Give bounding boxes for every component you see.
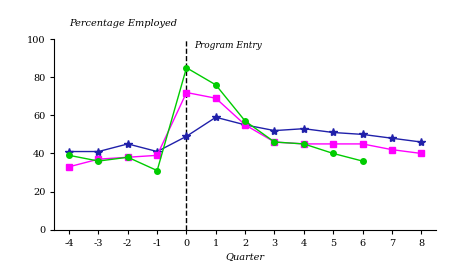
RSC Sample [184, 135, 189, 138]
Line: TWC-Early Sample: TWC-Early Sample [66, 90, 424, 170]
TWC-Late Sample [331, 152, 336, 155]
TWC-Early Sample [154, 154, 160, 157]
Line: TWC-Late Sample: TWC-Late Sample [66, 65, 365, 173]
TWC-Late Sample [154, 169, 160, 172]
RSC Sample [154, 150, 160, 153]
TWC-Late Sample [125, 156, 131, 159]
TWC-Early Sample [184, 91, 189, 94]
RSC Sample [360, 133, 365, 136]
TWC-Early Sample [96, 157, 101, 161]
RSC Sample [419, 140, 424, 144]
TWC-Late Sample [360, 159, 365, 163]
TWC-Early Sample [272, 140, 277, 144]
TWC-Late Sample [301, 142, 306, 146]
Text: Percentage Employed: Percentage Employed [69, 19, 177, 28]
RSC Sample [213, 116, 218, 119]
RSC Sample [242, 123, 248, 127]
RSC Sample [96, 150, 101, 153]
TWC-Late Sample [272, 140, 277, 144]
TWC-Early Sample [125, 156, 131, 159]
TWC-Early Sample [213, 97, 218, 100]
X-axis label: Quarter: Quarter [226, 252, 265, 261]
TWC-Early Sample [301, 142, 306, 146]
TWC-Early Sample [66, 165, 72, 169]
RSC Sample [331, 131, 336, 134]
TWC-Late Sample [213, 83, 218, 87]
TWC-Early Sample [389, 148, 395, 151]
TWC-Late Sample [184, 66, 189, 69]
TWC-Late Sample [96, 159, 101, 163]
RSC Sample [389, 137, 395, 140]
RSC Sample [272, 129, 277, 132]
RSC Sample [66, 150, 72, 153]
RSC Sample [125, 142, 131, 146]
Text: Program Entry: Program Entry [194, 41, 262, 50]
TWC-Late Sample [242, 119, 248, 123]
TWC-Late Sample [66, 154, 72, 157]
TWC-Early Sample [419, 152, 424, 155]
Line: RSC Sample: RSC Sample [65, 113, 425, 156]
TWC-Early Sample [331, 142, 336, 146]
RSC Sample [301, 127, 306, 130]
TWC-Early Sample [360, 142, 365, 146]
TWC-Early Sample [242, 123, 248, 127]
